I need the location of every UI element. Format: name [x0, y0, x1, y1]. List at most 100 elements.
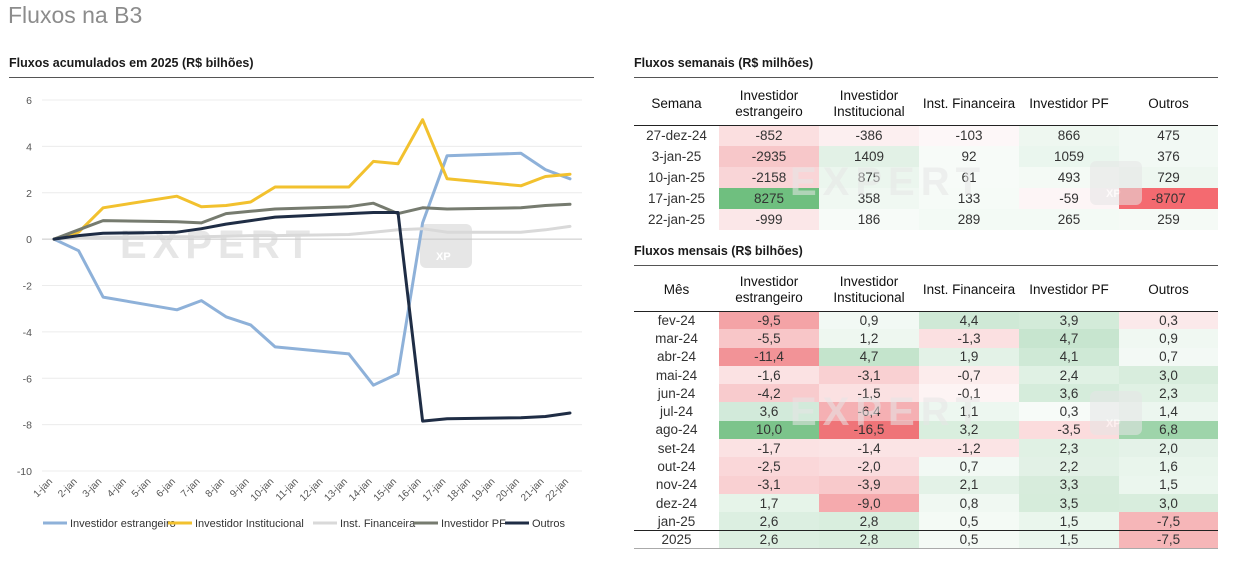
- svg-text:EXPERT: EXPERT: [120, 223, 316, 267]
- table-row: 17-jan-25 8275 358 133 -59 -8707: [634, 188, 1218, 209]
- table-cell: 1059: [1019, 146, 1119, 167]
- x-tick-label: 10-jan: [249, 476, 276, 503]
- table-cell: 1,7: [719, 493, 819, 513]
- table-row: 22-jan-25 -999 186 289 265 259: [634, 209, 1218, 230]
- row-label: jul-24: [634, 402, 719, 421]
- table-cell: -3,5: [1019, 420, 1119, 440]
- row-label: 10-jan-25: [634, 167, 719, 188]
- table-cell: 1,9: [919, 347, 1019, 366]
- table-cell: 186: [819, 209, 919, 230]
- table-cell: 1,1: [919, 402, 1019, 421]
- table-cell: 2,2: [1019, 457, 1119, 476]
- table-cell: 2,8: [819, 512, 919, 531]
- table-cell: 0,5: [919, 512, 1019, 531]
- table-row: out-24 -2,5 -2,0 0,7 2,2 1,6: [634, 457, 1218, 476]
- row-label: 17-jan-25: [634, 188, 719, 209]
- weekly-flows-table: Semana Investidor estrangeiro Investidor I…: [634, 84, 1218, 230]
- y-tick-label: -2: [23, 281, 32, 293]
- monthly-title-rule: [634, 265, 1218, 266]
- table-cell: 866: [1019, 125, 1119, 146]
- table-cell: -1,7: [719, 439, 819, 458]
- table-cell: 0,5: [919, 530, 1019, 549]
- table-row: ago-24 10,0 -16,5 3,2 -3,5 6,8: [634, 420, 1218, 440]
- table-cell: 3,0: [1119, 493, 1218, 513]
- table-cell: 3,6: [1019, 384, 1119, 403]
- table-row: abr-24 -11,4 4,7 1,9 4,1 0,7: [634, 347, 1218, 366]
- x-tick-label: 7-jan: [179, 476, 203, 500]
- table-cell: 1,5: [1019, 530, 1119, 549]
- column-header: Investidor Institucional: [819, 84, 919, 126]
- column-header: Investidor estrangeiro: [719, 84, 819, 126]
- table-cell: -6,4: [819, 402, 919, 421]
- series-line-inst-financeira: [52, 224, 572, 241]
- x-tick-label: 22-jan: [544, 476, 571, 503]
- x-tick-label: 21-jan: [519, 476, 546, 503]
- svg-text:XP: XP: [436, 251, 451, 263]
- row-label: set-24: [634, 439, 719, 458]
- table-cell: 3,6: [719, 402, 819, 421]
- row-label: jun-24: [634, 384, 719, 403]
- table-cell: 3,0: [1119, 365, 1218, 385]
- table-cell: -1,2: [919, 439, 1019, 458]
- table-cell: -2935: [719, 146, 819, 167]
- column-header: Investidor PF: [1019, 84, 1119, 126]
- table-cell: 265: [1019, 209, 1119, 230]
- y-tick-label: 0: [26, 234, 32, 246]
- page-title: Fluxos na B3: [8, 2, 143, 28]
- table-cell: -386: [819, 125, 919, 146]
- table-cell: 0,3: [1119, 311, 1218, 330]
- table-row: mar-24 -5,5 1,2 -1,3 4,7 0,9: [634, 329, 1218, 348]
- table-cell: -7,5: [1119, 512, 1218, 531]
- x-tick-label: 2-jan: [56, 476, 80, 500]
- x-tick-label: 3-jan: [81, 476, 105, 500]
- table-row: jul-24 3,6 -6,4 1,1 0,3 1,4: [634, 402, 1218, 421]
- table-cell: 2,3: [1119, 384, 1218, 403]
- legend-label: Investidor Institucional: [195, 518, 304, 530]
- y-tick-label: 2: [26, 188, 32, 200]
- chart-legend: Investidor estrangeiro Investidor Institu…: [43, 518, 566, 530]
- y-tick-label: -6: [23, 373, 32, 385]
- x-axis-ticks: 1-jan 2-jan 3-jan 4-jan 5-jan 6-jan 7-jan 8-jan…: [32, 476, 572, 503]
- table-cell: 4,1: [1019, 347, 1119, 366]
- row-label: mai-24: [634, 365, 719, 385]
- legend-label: Outros: [532, 518, 566, 530]
- table-row: jan-25 2,6 2,8 0,5 1,5 -7,5: [634, 512, 1218, 531]
- y-tick-label: -8: [23, 420, 32, 432]
- table-cell: 0,9: [819, 311, 919, 330]
- x-tick-label: 16-jan: [396, 476, 423, 503]
- row-label: 2025: [634, 530, 719, 549]
- table-header-row: Semana Investidor estrangeiro Investidor I…: [634, 84, 1218, 126]
- chart-title: Fluxos acumulados em 2025 (R$ bilhões): [9, 56, 254, 70]
- table-cell: 2,6: [719, 512, 819, 531]
- x-tick-label: 13-jan: [323, 476, 350, 503]
- table-row: 2025 2,6 2,8 0,5 1,5 -7,5: [634, 530, 1218, 549]
- table-cell: 2,6: [719, 530, 819, 549]
- row-label: mar-24: [634, 329, 719, 348]
- table-cell: 1,5: [1119, 475, 1218, 494]
- x-tick-label: 19-jan: [470, 476, 497, 503]
- table-cell: -2,5: [719, 457, 819, 476]
- table-cell: -103: [919, 125, 1019, 146]
- table-cell: 6,8: [1119, 420, 1218, 440]
- column-header: Outros: [1119, 84, 1218, 126]
- row-label: jan-25: [634, 512, 719, 531]
- row-label: fev-24: [634, 311, 719, 330]
- row-label: abr-24: [634, 347, 719, 366]
- table-cell: -3,1: [819, 365, 919, 385]
- table-cell: 3,2: [919, 420, 1019, 440]
- table-cell: 1409: [819, 146, 919, 167]
- y-tick-label: -10: [17, 466, 32, 478]
- x-tick-label: 8-jan: [204, 476, 228, 500]
- table-cell: -0,1: [919, 384, 1019, 403]
- table-cell: 729: [1119, 167, 1218, 188]
- chart-gridlines: [42, 99, 582, 472]
- table-cell: 1,5: [1019, 512, 1119, 531]
- table-cell: 0,7: [1119, 347, 1218, 366]
- table-cell: 289: [919, 209, 1019, 230]
- table-cell: 0,9: [1119, 329, 1218, 348]
- table-cell: 0,3: [1019, 402, 1119, 421]
- table-cell: 875: [819, 167, 919, 188]
- y-axis-ticks: 6 4 2 0 -2 -4 -6 -8 -10: [17, 95, 32, 478]
- table-cell: 2,4: [1019, 365, 1119, 385]
- x-tick-label: 1-jan: [32, 476, 56, 500]
